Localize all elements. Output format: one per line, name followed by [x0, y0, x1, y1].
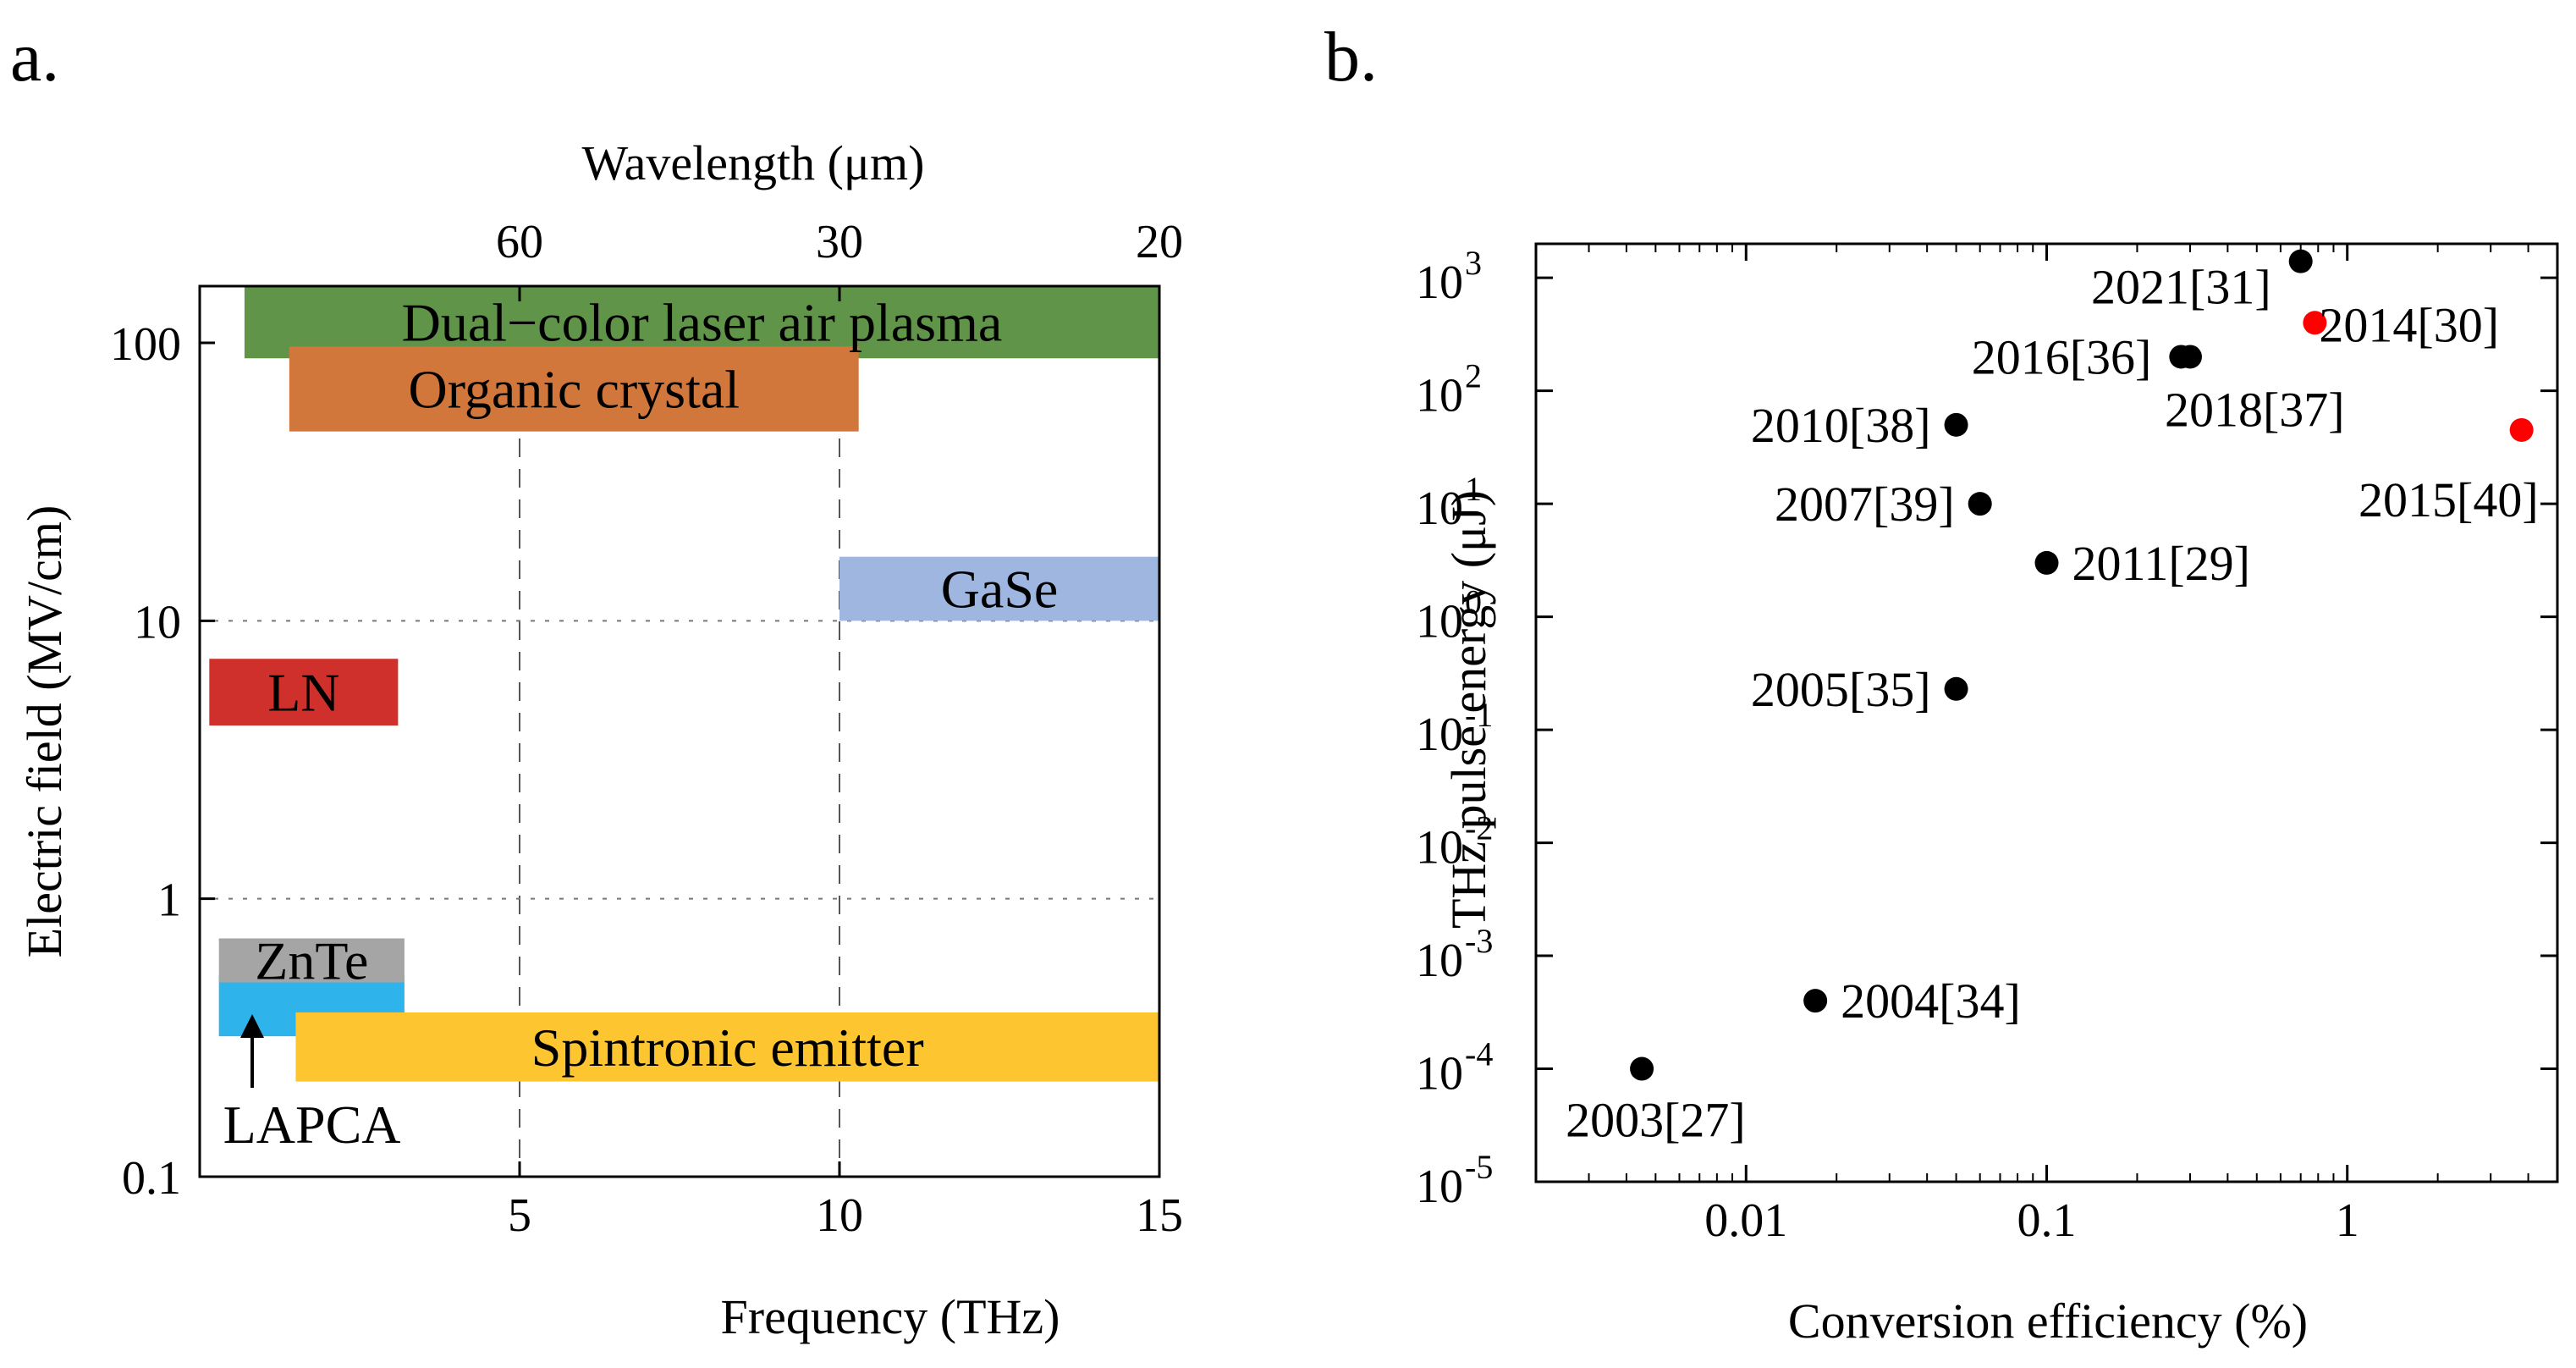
panel-a-frame	[198, 284, 1161, 1178]
panel-b-ytick-base: 10	[1416, 370, 1463, 422]
panel-a-chart: 5 10 15 0.1 1 10 100 60 30 20 Dual−color laser ai…	[17, 135, 1183, 1344]
panel-a-ytick-label: 1	[157, 874, 181, 927]
panel-a-y-title: Electric field (MV/cm)	[17, 505, 72, 958]
data-point-label: 2004[34]	[1841, 974, 2021, 1029]
panel-b-label: b.	[1324, 18, 1378, 97]
panel-a-xtick-label: 5	[508, 1189, 531, 1242]
panel-b-ytick-exp: 0	[1465, 583, 1482, 621]
band-2	[839, 556, 1159, 621]
band-label-4: LAPCA	[223, 1095, 401, 1155]
panel-b-ytick-exp: -1	[1465, 696, 1493, 734]
panel-a-label: a.	[10, 18, 59, 97]
panel-b-ytick-base: 10	[1416, 256, 1463, 309]
band-6	[295, 1012, 1159, 1082]
band-label-3: LN	[267, 663, 339, 723]
panel-b-ytick-label: 10 1	[1416, 470, 1482, 535]
panel-b-ytick-base: 10	[1416, 1048, 1463, 1100]
panel-b-ytick-exp: -2	[1465, 809, 1493, 847]
band-1	[289, 346, 859, 432]
panel-b-ytick-label: 10 -4	[1416, 1035, 1493, 1100]
panel-a-xtick-label: 15	[1136, 1189, 1183, 1242]
panel-b-ytick-label: 10 2	[1416, 357, 1482, 422]
panel-b-ytick-base: 10	[1416, 1161, 1463, 1213]
data-point-label: 2014[30]	[2319, 297, 2499, 352]
panel-a-toptick-label: 60	[496, 216, 543, 268]
data-point	[1803, 989, 1828, 1013]
data-point-label: 2015[40]	[2359, 472, 2539, 527]
panel-a-toptick-label: 20	[1136, 216, 1183, 268]
panel-b-ytick-label: 10 -5	[1416, 1148, 1493, 1213]
data-point	[2288, 249, 2313, 273]
panel-b-ytick-exp: -3	[1465, 922, 1493, 960]
data-point-label: 2016[36]	[1972, 329, 2152, 384]
panel-b-ytick-label: 10 -2	[1416, 809, 1493, 874]
data-point	[1944, 412, 1968, 437]
data-point-label: 2011[29]	[2072, 536, 2250, 591]
data-point-label: 2021[31]	[2091, 260, 2271, 315]
panel-a-bands	[209, 286, 1159, 1082]
panel-b-ytick-label: 10 -3	[1416, 922, 1493, 987]
panel-b-xtick-label: 1	[2336, 1194, 2359, 1247]
band-label-6: Spintronic emitter	[531, 1018, 924, 1078]
lapca-arrow	[240, 1014, 264, 1088]
panel-b-ytick-base: 10	[1416, 935, 1463, 987]
panel-b-ytick-exp: 3	[1465, 244, 1482, 282]
panel-a-ytick-label: 10	[134, 596, 181, 648]
panel-b-ytick-exp: 1	[1465, 470, 1482, 508]
data-point	[2177, 345, 2202, 369]
band-5	[218, 938, 405, 983]
panel-b-ytick-base: 10	[1416, 709, 1463, 761]
panel-a-ytick-label: 100	[110, 318, 181, 371]
panel-a-x-title: Frequency (THz)	[721, 1289, 1060, 1344]
panel-a-ytick-label: 0.1	[122, 1152, 181, 1205]
data-point	[1968, 492, 1992, 516]
panel-b-points: 2003[27] 2004[34] 2005[35] 2007[39] 2010[38]…	[1566, 249, 2539, 1148]
panel-b-ytick-exp: -5	[1465, 1148, 1493, 1186]
panel-b-ytick-exp: 2	[1465, 357, 1482, 395]
band-0	[244, 286, 1159, 359]
data-point-label: 2010[38]	[1751, 398, 1931, 453]
data-point-label: 2007[39]	[1775, 477, 1955, 532]
data-point	[2509, 417, 2534, 442]
panel-b-y-title: THz pulse energy (μJ)	[1441, 490, 1496, 929]
band-label-5: ZnTe	[255, 931, 368, 991]
data-point-label: 2018[37]	[2165, 382, 2345, 437]
panel-b-ytick-base: 10	[1416, 483, 1463, 535]
panel-b-ytick-base: 10	[1416, 596, 1463, 648]
panel-a-top-title: Wavelength (μm)	[582, 135, 925, 190]
panel-b-xtick-label: 0.1	[2017, 1194, 2077, 1247]
panel-b-ytick-label: 10 -1	[1416, 696, 1493, 761]
band-label-0: Dual−color laser air plasma	[402, 293, 1003, 353]
band-label-1: Organic crystal	[408, 360, 740, 420]
data-point-label: 2005[35]	[1751, 662, 1931, 717]
data-point	[1630, 1056, 1654, 1081]
panel-b-xtick-label: 0.01	[1704, 1194, 1787, 1247]
panel-b-ytick-exp: -4	[1465, 1035, 1493, 1073]
panel-a-ticks: 5 10 15 0.1 1 10 100 60 30 20	[110, 216, 1183, 1242]
data-point	[1944, 676, 1968, 701]
band-3	[209, 659, 399, 726]
panel-b-ytick-label: 10 3	[1416, 244, 1482, 309]
panel-b-ytick-base: 10	[1416, 822, 1463, 874]
panel-b-ytick-label: 10 0	[1416, 583, 1482, 648]
panel-a-xtick-label: 10	[816, 1189, 863, 1242]
data-point	[2034, 550, 2059, 575]
panel-a-band-labels: Dual−color laser air plasma Organic cryst…	[223, 293, 1059, 1155]
data-point-label: 2003[27]	[1566, 1093, 1746, 1148]
panel-a-toptick-label: 30	[816, 216, 863, 268]
panel-b-x-title: Conversion efficiency (%)	[1788, 1294, 2308, 1349]
band-label-2: GaSe	[941, 560, 1059, 620]
data-point	[2303, 311, 2327, 335]
